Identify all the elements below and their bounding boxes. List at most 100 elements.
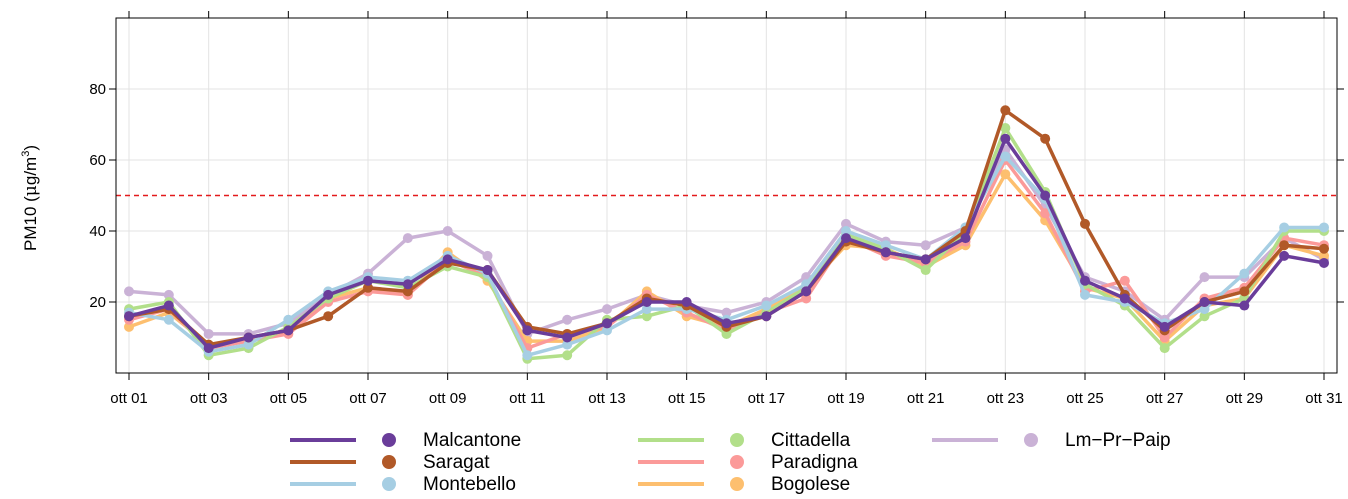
- data-point: [482, 265, 493, 276]
- data-point: [761, 311, 772, 322]
- data-point: [1279, 222, 1290, 233]
- data-point: [1239, 286, 1250, 297]
- data-point: [203, 328, 214, 339]
- legend-item: Lm−Pr−Paip: [932, 430, 1171, 451]
- data-point: [323, 289, 334, 300]
- y-tick-label: 60: [89, 152, 106, 169]
- data-point: [1000, 123, 1011, 134]
- y-axis-label-mu: μ: [21, 185, 41, 196]
- legend-label: Paradigna: [771, 452, 858, 473]
- legend-point-swatch: [730, 433, 744, 447]
- x-tick-label: ott 19: [827, 390, 865, 407]
- data-point: [283, 314, 294, 325]
- data-point: [1159, 321, 1170, 332]
- legend-label: Bogolese: [771, 474, 850, 494]
- data-point: [522, 325, 533, 336]
- x-tick-label: ott 27: [1146, 390, 1184, 407]
- data-point: [1199, 304, 1210, 315]
- data-point: [363, 275, 373, 286]
- data-point: [442, 254, 453, 265]
- data-point: [283, 325, 294, 336]
- data-point: [402, 279, 413, 290]
- legend-point-swatch: [1024, 433, 1038, 447]
- y-axis-label-main: PM10 (: [21, 196, 40, 251]
- data-point: [562, 314, 573, 325]
- data-point: [1119, 275, 1130, 286]
- data-point: [402, 286, 413, 297]
- data-point: [841, 218, 851, 229]
- data-point: [681, 297, 692, 307]
- data-point: [1199, 311, 1210, 322]
- data-point: [960, 233, 971, 244]
- data-point: [402, 233, 413, 244]
- x-tick-label: ott 05: [270, 390, 308, 407]
- y-axis-label-unit: g/m: [21, 157, 40, 185]
- legend-label: Montebello: [423, 474, 516, 494]
- data-point: [1319, 257, 1329, 268]
- data-point: [163, 314, 174, 325]
- data-point: [1040, 133, 1051, 144]
- legend-label: Malcantone: [423, 430, 521, 451]
- data-point: [920, 254, 931, 265]
- x-tick-label: ott 23: [987, 390, 1025, 407]
- data-point: [801, 293, 812, 304]
- legend-item: Montebello: [290, 474, 516, 495]
- data-point: [363, 282, 373, 293]
- data-point: [243, 332, 254, 343]
- data-point: [761, 300, 772, 311]
- data-point: [203, 343, 214, 354]
- plot-frame: [115, 17, 1338, 374]
- series-Malcantone: [124, 133, 1329, 354]
- data-point: [323, 311, 334, 322]
- data-point: [522, 350, 533, 361]
- data-point: [562, 350, 573, 361]
- legend-item: Malcantone: [290, 430, 521, 451]
- legend-item: Saragat: [290, 452, 490, 473]
- x-tick-label: ott 29: [1226, 390, 1264, 407]
- data-point: [1080, 289, 1090, 300]
- legend-label: Cittadella: [771, 430, 851, 451]
- data-point: [1239, 268, 1250, 279]
- x-tick-label: ott 21: [907, 390, 945, 407]
- data-point: [641, 304, 652, 315]
- data-point: [1000, 169, 1011, 180]
- legend-point-swatch: [382, 455, 396, 469]
- data-point: [442, 226, 453, 236]
- legend-point-swatch: [730, 455, 744, 469]
- data-point: [920, 240, 931, 251]
- x-tick-label: ott 01: [110, 390, 148, 407]
- data-point: [1000, 151, 1011, 162]
- data-point: [880, 240, 891, 251]
- data-point: [602, 318, 612, 329]
- data-point: [124, 311, 134, 322]
- y-axis-label: PM10 (μg/m3): [20, 145, 41, 251]
- data-point: [562, 332, 573, 343]
- x-tick-label: ott 15: [668, 390, 706, 407]
- data-point: [1040, 208, 1051, 219]
- x-tick-label: ott 25: [1066, 390, 1104, 407]
- data-point: [1279, 250, 1290, 261]
- data-point: [1000, 133, 1011, 144]
- legend-point-swatch: [382, 433, 396, 447]
- legend-point-swatch: [382, 477, 396, 491]
- data-point: [641, 297, 652, 307]
- x-tick-label: ott 31: [1305, 390, 1343, 407]
- data-point: [641, 311, 652, 322]
- data-point: [721, 328, 732, 339]
- data-point: [124, 321, 134, 332]
- series-layer: [124, 105, 1329, 364]
- legend-label: Lm−Pr−Paip: [1065, 430, 1171, 451]
- data-point: [1199, 272, 1210, 283]
- data-point: [1319, 243, 1329, 254]
- data-point: [243, 339, 254, 350]
- data-point: [482, 250, 493, 261]
- legend-point-swatch: [730, 477, 744, 491]
- data-point: [841, 233, 851, 244]
- data-point: [1119, 293, 1130, 304]
- data-point: [1239, 300, 1250, 311]
- legend-item: Cittadella: [638, 430, 851, 451]
- x-tick-label: ott 13: [588, 390, 626, 407]
